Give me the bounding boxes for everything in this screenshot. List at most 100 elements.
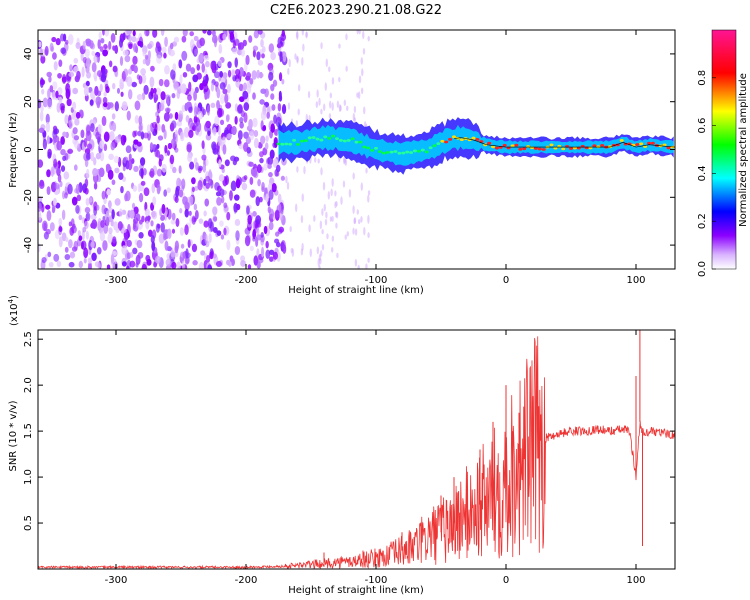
signal-peak (541, 148, 546, 151)
noise-blob (151, 241, 156, 252)
noise-blob (212, 143, 217, 154)
noise-blob (356, 92, 359, 98)
noise-blob (317, 258, 320, 267)
noise-blob (223, 227, 227, 236)
signal-peak (323, 135, 328, 139)
noise-blob (112, 236, 117, 244)
noise-blob (47, 88, 51, 100)
noise-blob (93, 76, 98, 82)
noise-blob (62, 155, 67, 162)
noise-blob (52, 52, 57, 60)
signal-peak (533, 147, 538, 150)
y-scale-suffix: ) (9, 295, 20, 299)
noise-blob (261, 46, 266, 53)
noise-blob (183, 126, 190, 138)
noise-blob (99, 151, 105, 162)
noise-blob (360, 57, 363, 65)
noise-blob (68, 261, 75, 268)
noise-blob (262, 125, 267, 131)
noise-blob (151, 121, 158, 129)
noise-blob (58, 218, 63, 226)
noise-blob (97, 90, 102, 97)
noise-blob (212, 227, 218, 233)
noise-blob (94, 261, 101, 268)
noise-blob (161, 163, 167, 173)
noise-blob (252, 236, 256, 242)
noise-blob (174, 245, 179, 254)
noise-blob (72, 127, 78, 135)
signal-peak (619, 139, 624, 142)
svg-text:(x104): (x104) (7, 295, 20, 326)
noise-blob (179, 227, 184, 236)
noise-blob (110, 141, 115, 151)
noise-blob (268, 182, 272, 191)
bottom-y-tick-label: 2.5 (23, 331, 34, 347)
noise-blob (145, 220, 150, 230)
noise-blob (203, 54, 210, 61)
signal-peak (354, 140, 359, 144)
noise-blob (224, 175, 230, 186)
noise-blob (45, 121, 51, 133)
noise-blob (75, 111, 81, 119)
bottom-x-axis: -300 -200 -100 0 100 (105, 330, 646, 586)
noise-blob (61, 232, 67, 242)
noise-blob (189, 31, 194, 37)
noise-blob (58, 96, 63, 105)
noise-blob (294, 53, 297, 60)
noise-blob (126, 30, 133, 35)
signal-peak (561, 147, 566, 151)
noise-blob (102, 215, 106, 222)
noise-blob (166, 150, 171, 156)
noise-blob (251, 70, 257, 80)
noise-blob (126, 239, 132, 248)
noise-blob (147, 43, 153, 50)
noise-blob (240, 255, 246, 262)
noise-blob (137, 130, 142, 137)
noise-blob (336, 100, 340, 109)
noise-blob (265, 249, 271, 260)
signal-peak (296, 142, 300, 146)
noise-blob (335, 222, 338, 229)
noise-blob (301, 193, 304, 202)
noise-blob (202, 30, 207, 34)
noise-blob (353, 105, 357, 114)
noise-blob (61, 209, 66, 221)
noise-blob (136, 141, 142, 147)
noise-blob (163, 129, 167, 140)
noise-blob (103, 131, 110, 142)
bottom-x-tick-label: -100 (365, 575, 388, 586)
signal-peak (397, 151, 402, 155)
noise-blob (182, 30, 188, 37)
noise-blob (214, 115, 220, 127)
noise-blob (286, 181, 290, 190)
noise-blob (55, 202, 61, 209)
noise-blob (143, 187, 150, 197)
noise-blob (287, 67, 290, 75)
noise-blob (225, 259, 231, 266)
noise-blob (120, 91, 124, 97)
signal-peak (494, 146, 499, 150)
noise-blob (215, 260, 222, 268)
noise-blob (248, 161, 254, 167)
noise-blob (195, 127, 200, 136)
noise-blob (176, 89, 181, 100)
noise-blob (362, 30, 365, 40)
noise-blob (208, 169, 212, 179)
noise-blob (278, 72, 283, 82)
noise-blob (343, 158, 347, 164)
noise-blob (289, 226, 292, 233)
noise-blob (277, 193, 282, 204)
noise-blob (268, 256, 274, 262)
noise-blob (114, 101, 119, 112)
noise-blob (313, 157, 317, 163)
noise-blob (265, 193, 269, 203)
noise-blob (152, 30, 158, 38)
signal-peak (639, 142, 644, 146)
noise-blob (334, 190, 337, 197)
noise-blob (114, 198, 121, 206)
noise-blob (164, 65, 170, 75)
noise-blob (234, 218, 241, 226)
signal-peak (522, 147, 527, 151)
bottom-y-axis-label: SNR (10 * v/v) (8, 400, 19, 471)
noise-blob (79, 109, 84, 115)
